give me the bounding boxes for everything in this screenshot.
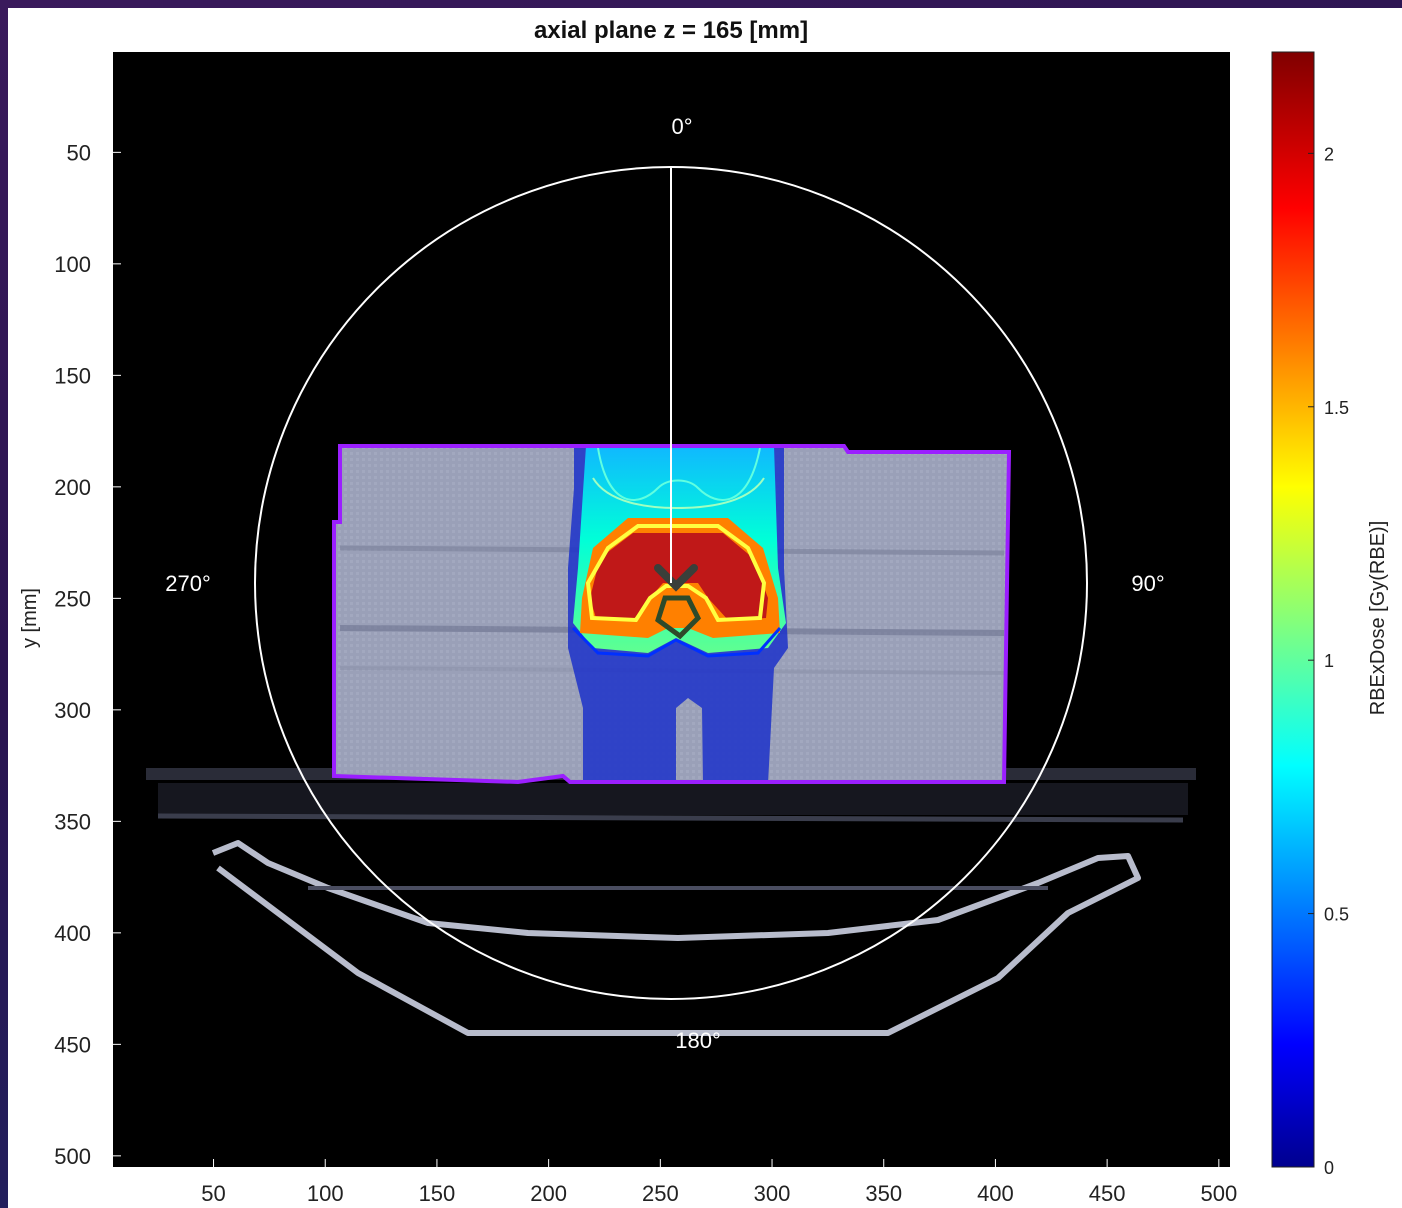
angle-label-90: 90°: [1131, 571, 1164, 596]
colorbar-tick-label: 2: [1324, 144, 1334, 164]
x-tick-label: 150: [419, 1181, 456, 1206]
x-tick-label: 450: [1089, 1181, 1126, 1206]
couch-shell: [211, 840, 1141, 1036]
x-tick-label: 300: [754, 1181, 791, 1206]
y-tick-label: 150: [54, 363, 91, 388]
colorbar-tick-label: 1: [1324, 651, 1334, 671]
isodose-line-cyan-2: [592, 477, 765, 510]
y-tick-label: 350: [54, 809, 91, 834]
angle-label-180: 180°: [675, 1028, 721, 1053]
y-tick-label: 50: [67, 140, 91, 165]
x-tick-label: 250: [642, 1181, 679, 1206]
angle-label-270: 270°: [165, 571, 211, 596]
x-tick-label: 350: [865, 1181, 902, 1206]
colorbar-tick-label: 0.5: [1324, 905, 1349, 925]
y-tick-label: 100: [54, 252, 91, 277]
target-outline: [655, 595, 702, 640]
target-contour: [654, 564, 702, 640]
y-axis-label: y [mm]: [19, 588, 41, 648]
isodose-line-cyan-1: [597, 447, 761, 501]
phantom-outline: [332, 444, 1012, 785]
colorbar: [1271, 51, 1315, 1168]
isodose-lines: [571, 447, 782, 658]
x-tick-label: 400: [977, 1181, 1014, 1206]
x-axis-ticks: 50 100 150 200 250 300 350 400 450 500: [201, 1159, 1237, 1206]
couch-line-upper: [157, 813, 1184, 823]
y-tick-label: 200: [54, 475, 91, 500]
dose-high-region: [590, 533, 768, 620]
chart-title: axial plane z = 165 [mm]: [534, 17, 808, 44]
y-axis-ticks: 50 100 150 200 250 300 350 400 450 500: [54, 140, 121, 1169]
isocenter-marker: [654, 564, 698, 592]
colorbar-ticks: 0 0.5 1 1.5 2: [1308, 144, 1349, 1178]
y-tick-label: 300: [54, 698, 91, 723]
colorbar-tick-label: 1.5: [1324, 398, 1349, 418]
colorbar-tick-label: 0: [1324, 1158, 1334, 1178]
colorbar-label: RBExDose [Gy(RBE)]: [1367, 521, 1389, 715]
x-tick-label: 500: [1200, 1181, 1237, 1206]
isodose-line-outer-blue: [571, 626, 782, 658]
y-tick-label: 500: [54, 1144, 91, 1169]
figure-canvas: axial plane z = 165 [mm]: [8, 8, 1402, 1208]
isodose-line-yellow: [585, 524, 767, 623]
y-tick-label: 250: [54, 586, 91, 611]
y-tick-label: 400: [54, 921, 91, 946]
x-tick-label: 200: [530, 1181, 567, 1206]
plot-svg: axial plane z = 165 [mm]: [19, 17, 1389, 1206]
couch-plate: [158, 783, 1188, 815]
x-tick-label: 100: [307, 1181, 344, 1206]
x-tick-label: 50: [201, 1181, 225, 1206]
y-tick-label: 450: [54, 1032, 91, 1057]
angle-label-0: 0°: [671, 114, 692, 139]
